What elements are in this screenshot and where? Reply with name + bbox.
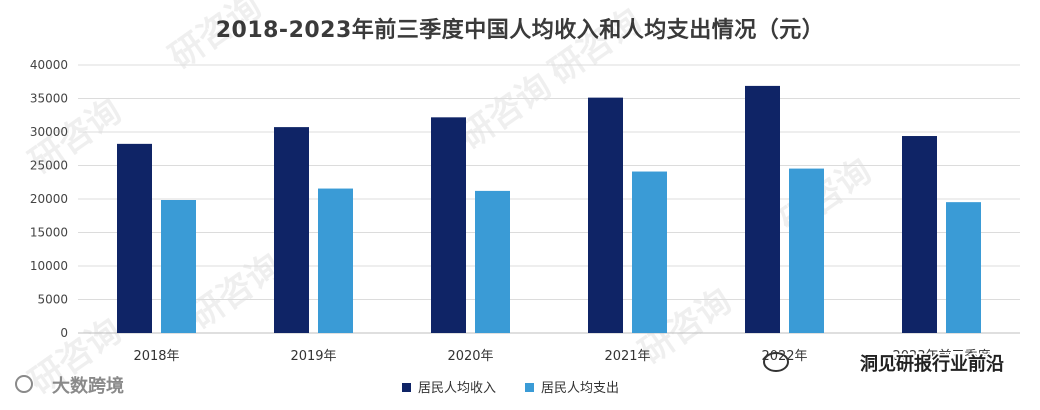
x-category-label: 2020年 xyxy=(447,349,493,364)
bar-income xyxy=(431,117,466,334)
footer-left-brand: 大数跨境 xyxy=(52,375,124,397)
y-tick-label: 5000 xyxy=(37,293,68,307)
watermark-text: 研咨询 xyxy=(772,151,878,242)
legend-swatch xyxy=(402,383,411,392)
legend-label: 居民人均支出 xyxy=(541,381,619,396)
x-category-label: 2023年前三季度 xyxy=(892,348,990,364)
bar-spending xyxy=(789,168,824,333)
bar-spending xyxy=(318,188,353,333)
y-tick-label: 20000 xyxy=(30,192,68,206)
bar-spending xyxy=(161,200,196,333)
bar-income xyxy=(745,85,780,334)
footer-right-brand: 洞见研报行业前沿 xyxy=(860,353,1004,375)
watermark-text: 研咨询 xyxy=(542,1,648,92)
brand-logo-icon xyxy=(15,375,33,393)
y-tick-label: 10000 xyxy=(30,259,68,273)
legend-swatch xyxy=(525,383,534,392)
chart-title: 2018-2023年前三季度中国人均收入和人均支出情况（元） xyxy=(215,18,825,43)
y-tick-label: 25000 xyxy=(30,159,68,173)
bar-income xyxy=(588,97,623,333)
wechat-icon xyxy=(763,352,789,372)
bar-spending xyxy=(946,202,981,333)
bar-spending xyxy=(475,190,510,333)
x-category-label: 2018年 xyxy=(133,349,179,364)
watermark-text: 研咨询 xyxy=(182,246,288,337)
bar-spending xyxy=(632,171,667,333)
legend-label: 居民人均收入 xyxy=(418,381,496,396)
bar-income xyxy=(274,127,309,333)
x-category-label: 2019年 xyxy=(290,349,336,364)
y-tick-label: 0 xyxy=(60,326,68,340)
bar-income xyxy=(902,136,937,333)
bar-income xyxy=(117,143,152,333)
x-category-label: 2021年 xyxy=(604,349,650,364)
watermark-text: 研咨询 xyxy=(162,0,268,77)
y-tick-label: 30000 xyxy=(30,125,68,139)
watermark-text: 研咨询 xyxy=(452,66,558,157)
y-tick-label: 40000 xyxy=(30,58,68,72)
y-tick-label: 15000 xyxy=(30,226,68,240)
y-tick-label: 35000 xyxy=(30,92,68,106)
